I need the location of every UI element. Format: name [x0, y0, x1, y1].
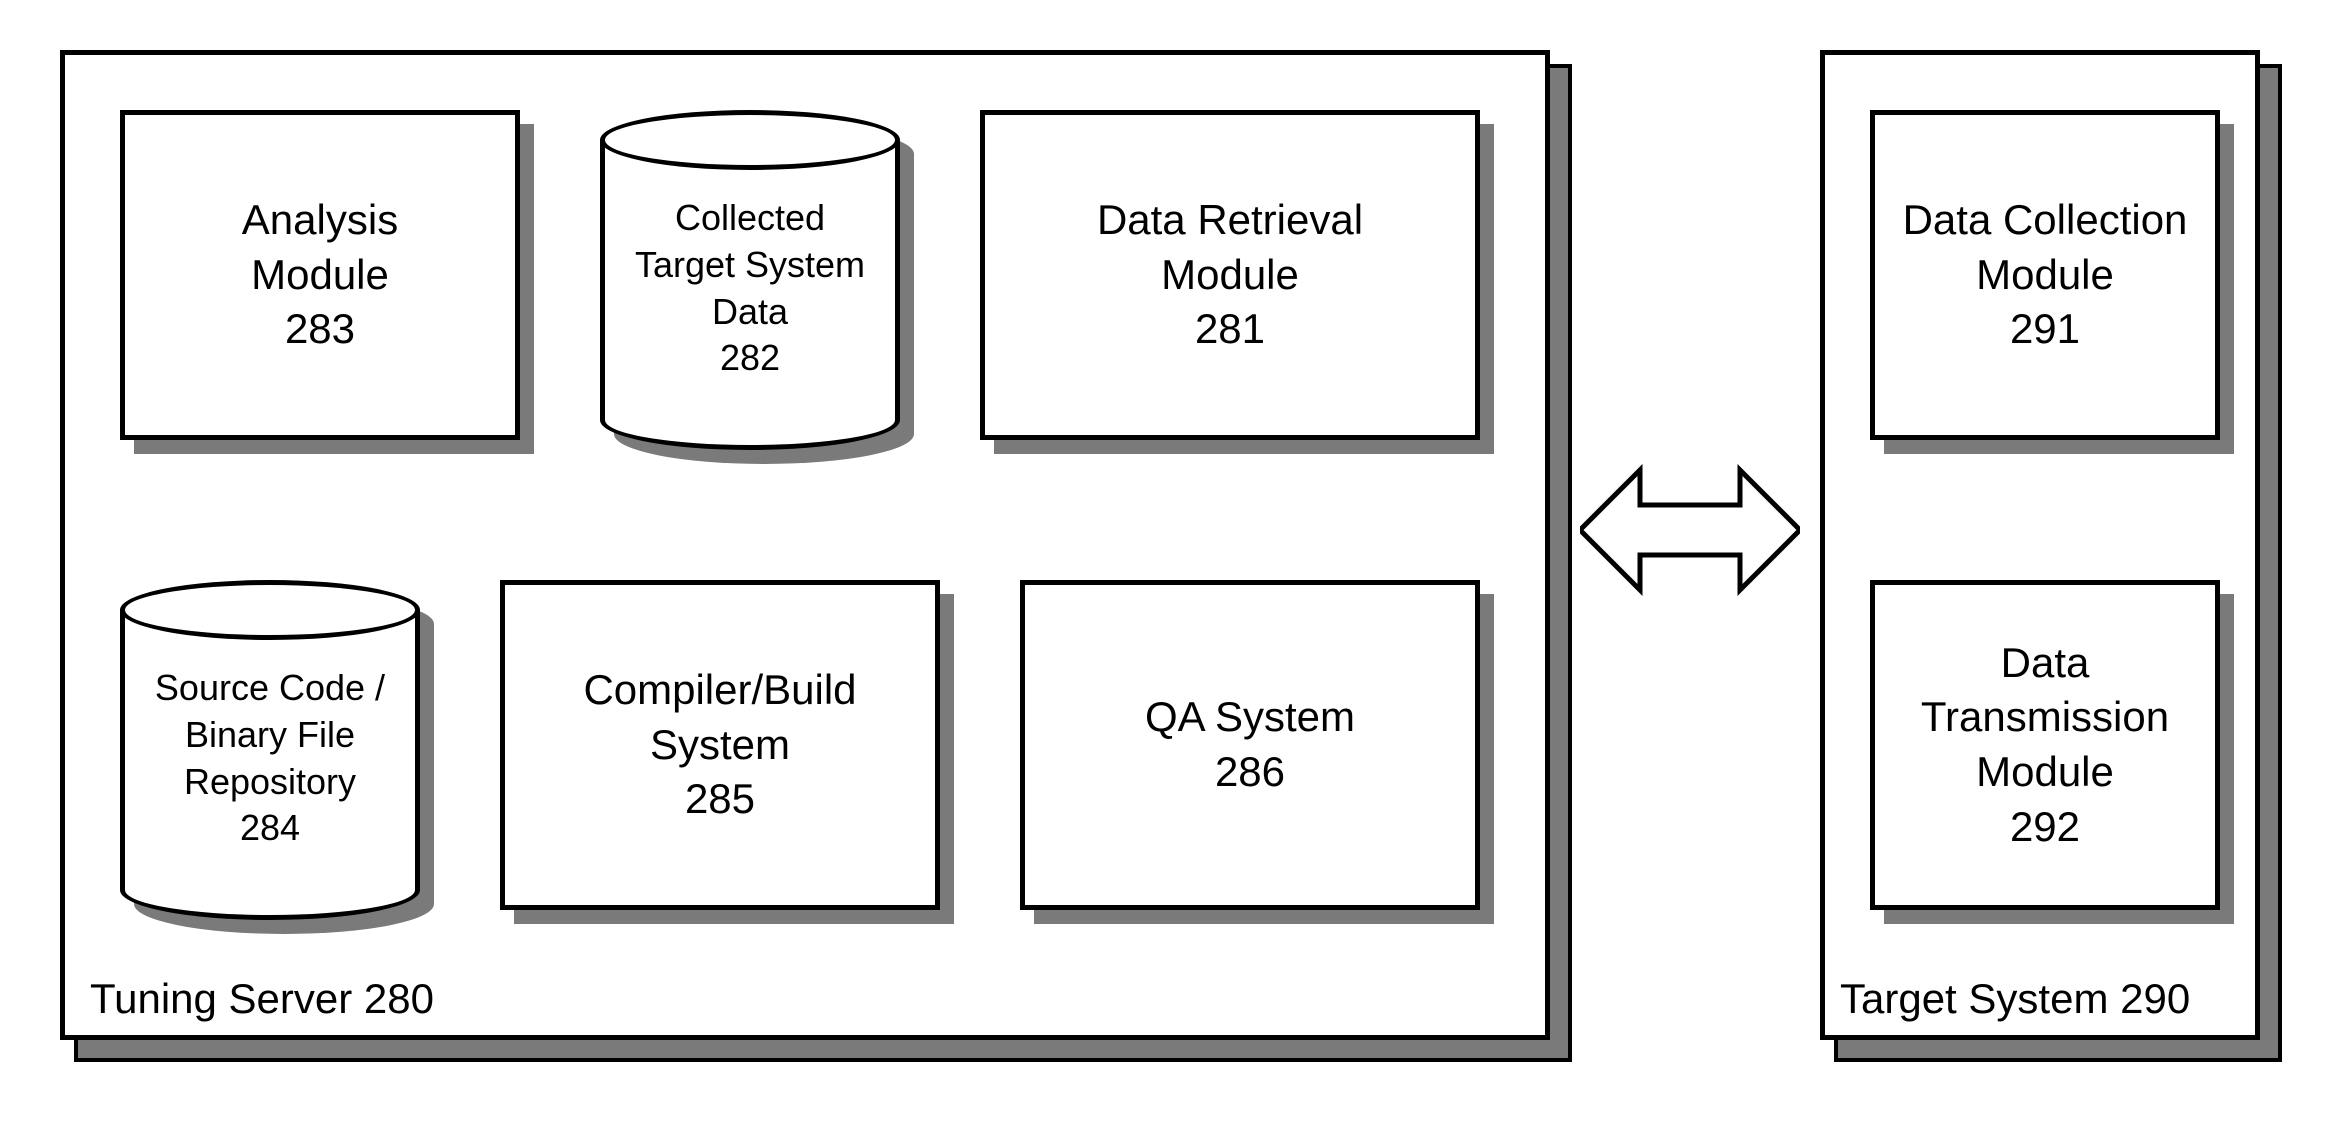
compiler-line2: System: [650, 718, 790, 773]
qa-line1: QA System: [1145, 690, 1355, 745]
data-trans-module: Data Transmission Module 292: [1870, 580, 2220, 910]
analysis-line1: Analysis: [242, 193, 398, 248]
analysis-module: Analysis Module 283: [120, 110, 520, 440]
source-repo-text: Source Code / Binary File Repository 284: [120, 665, 420, 852]
data-collect-module: Data Collection Module 291: [1870, 110, 2220, 440]
collected-data-text: Collected Target System Data 282: [600, 195, 900, 382]
compiler-line1: Compiler/Build: [583, 663, 856, 718]
bidirectional-arrow-icon: [1580, 460, 1800, 600]
data-retrieval-line1: Data Retrieval: [1097, 193, 1363, 248]
data-retrieval-line3: 281: [1195, 302, 1265, 357]
diagram-canvas: Tuning Server 280 Target System 290 Anal…: [40, 40, 2285, 1104]
data-trans-line3: Module: [1976, 745, 2114, 800]
analysis-line2: Module: [251, 248, 389, 303]
compiler-module: Compiler/Build System 285: [500, 580, 940, 910]
data-collect-line1: Data Collection: [1903, 193, 2188, 248]
data-retrieval-module: Data Retrieval Module 281: [980, 110, 1480, 440]
data-trans-line1: Data: [2001, 636, 2090, 691]
qa-line2: 286: [1215, 745, 1285, 800]
compiler-line3: 285: [685, 772, 755, 827]
data-retrieval-line2: Module: [1161, 248, 1299, 303]
source-repo-cylinder: Source Code / Binary File Repository 284: [120, 580, 420, 920]
data-trans-line2: Transmission: [1921, 690, 2169, 745]
target-system-label: Target System 290: [1840, 975, 2190, 1023]
analysis-line3: 283: [285, 302, 355, 357]
data-collect-line2: Module: [1976, 248, 2114, 303]
qa-module: QA System 286: [1020, 580, 1480, 910]
collected-data-cylinder: Collected Target System Data 282: [600, 110, 900, 450]
data-collect-line3: 291: [2010, 302, 2080, 357]
tuning-server-label: Tuning Server 280: [90, 975, 434, 1023]
data-trans-line4: 292: [2010, 800, 2080, 855]
